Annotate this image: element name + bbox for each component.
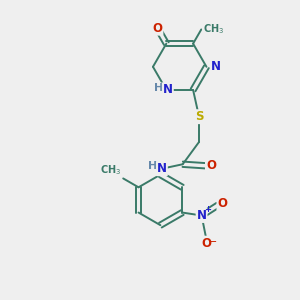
Text: S: S	[195, 110, 203, 123]
Text: O: O	[152, 22, 162, 35]
Text: N: N	[196, 209, 207, 222]
Text: CH$_3$: CH$_3$	[100, 163, 121, 177]
Text: H: H	[154, 83, 164, 94]
Text: +: +	[204, 205, 211, 214]
Text: N: N	[163, 83, 173, 96]
Text: O: O	[206, 159, 216, 172]
Text: O: O	[201, 237, 211, 250]
Text: N: N	[157, 162, 167, 175]
Text: H: H	[148, 161, 158, 171]
Text: O: O	[218, 197, 227, 210]
Text: −: −	[209, 237, 216, 246]
Text: CH$_3$: CH$_3$	[203, 22, 224, 36]
Text: N: N	[211, 60, 221, 73]
